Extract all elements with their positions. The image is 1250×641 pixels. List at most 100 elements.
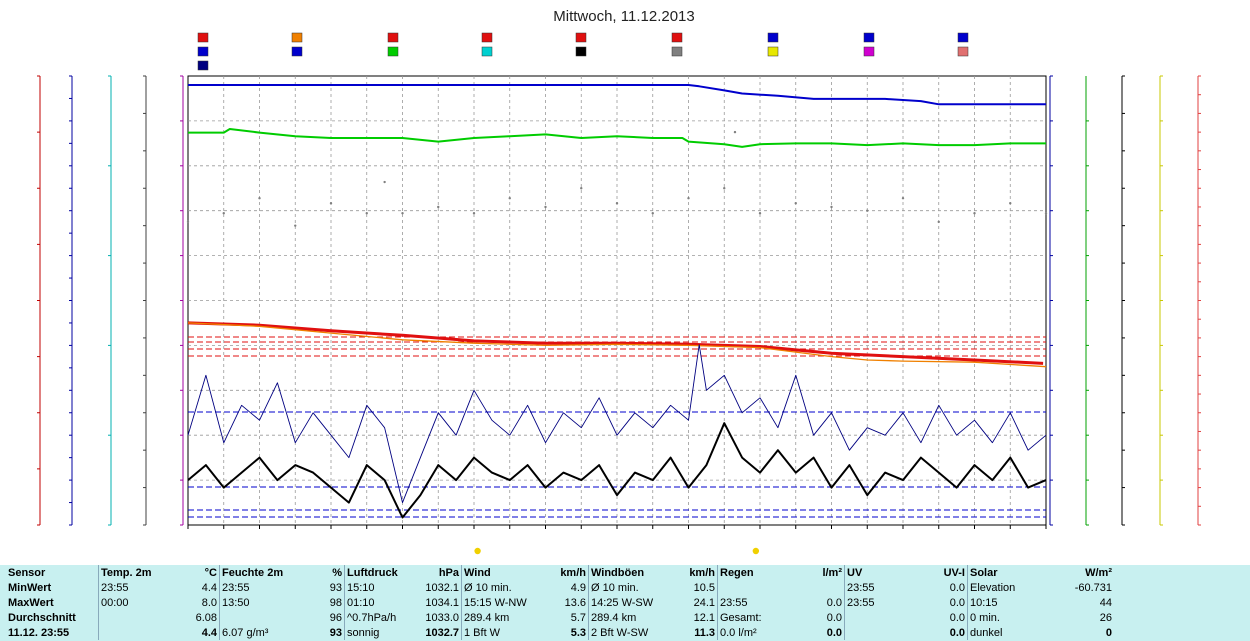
- stats-cell: [98, 610, 175, 625]
- chart-title: Mittwoch, 11.12.2013: [553, 8, 694, 25]
- stats-cell: 4.9: [570, 581, 586, 594]
- series-line-feuchte-2m-: [188, 84, 1046, 106]
- legend-swatch: [863, 32, 875, 43]
- stats-cell: 00:00: [98, 595, 175, 610]
- legend-swatch: [197, 60, 209, 71]
- sunset-icon: [752, 547, 760, 555]
- stats-cell: 98: [329, 596, 342, 609]
- stats-panel: Sensor Temp. 2m °C Feuchte 2m% Luftdruck hPa W…: [0, 565, 1250, 641]
- stats-cell: 1034.1: [425, 596, 459, 609]
- stats-cell: 01:10: [344, 595, 421, 610]
- stats-cell: 0.0: [949, 611, 965, 624]
- stats-row-label: MaxWert: [8, 596, 54, 609]
- stats-cell: 289.4 km: [588, 610, 681, 625]
- stats-cell: 289.4 km: [461, 610, 548, 625]
- direction-point: [383, 180, 386, 184]
- direction-point: [973, 211, 976, 215]
- direction-point: [365, 211, 368, 215]
- series-line-luftdruck: [188, 128, 1046, 148]
- stats-cell: [717, 580, 806, 595]
- direction-point: [651, 211, 654, 215]
- direction-point: [758, 211, 762, 215]
- stats-cell: 15:10: [344, 580, 421, 595]
- stats-cell: 11.3: [694, 626, 715, 639]
- stats-cell: 12.1: [693, 611, 715, 624]
- stats-cell: 0.0: [826, 611, 842, 624]
- stats-cell: 24.1: [693, 596, 715, 609]
- direction-point: [401, 211, 404, 215]
- stats-cell: 0.0: [949, 581, 965, 594]
- direction-point: [866, 209, 869, 212]
- stats-cell: 96: [329, 611, 342, 624]
- direction-point: [1009, 202, 1012, 205]
- stats-cell: 4.4: [201, 626, 217, 639]
- stats-cell: dunkel: [967, 625, 1058, 640]
- stats-header-cell: Wind: [461, 565, 548, 580]
- legend-swatch: [863, 46, 875, 57]
- direction-point: [830, 205, 833, 209]
- legend-swatch: [767, 46, 779, 57]
- stats-cell: 0.0: [949, 596, 965, 609]
- direction-point: [294, 224, 297, 227]
- stats-cell: 0 min.: [967, 610, 1058, 625]
- stats-cell: 0.0: [826, 626, 842, 639]
- stats-row-label: 11.12. 23:55: [8, 626, 70, 639]
- legend-swatch: [387, 46, 399, 57]
- stats-cell: 10.5: [693, 581, 715, 594]
- stats-cell: 5.3: [570, 626, 586, 639]
- stats-cell: Ø 10 min.: [588, 580, 681, 595]
- stats-cell: 1032.7: [425, 626, 459, 639]
- series-line-temp-2m: [187, 321, 1044, 365]
- legend-swatch: [671, 46, 683, 57]
- stats-cell: 15:15 W-NW: [461, 595, 548, 610]
- stats-cell: Gesamt:: [717, 610, 806, 625]
- stats-cell: [219, 610, 304, 625]
- stats-cell: 1 Bft W: [461, 625, 548, 640]
- legend-swatch: [957, 46, 969, 57]
- legend-swatch: [291, 32, 303, 43]
- stats-cell: 23:55: [844, 595, 927, 610]
- stats-cell: 23:55: [844, 580, 927, 595]
- stats-cell: 2 Bft W-SW: [588, 625, 681, 640]
- stats-row: MinWert 23:55 4.4 23:55 93 15:10 1032.1 Ø 10 mi…: [0, 580, 1114, 595]
- stats-cell: 10:15: [967, 595, 1058, 610]
- stats-header-cell: W/m²: [1085, 566, 1112, 579]
- direction-point: [258, 197, 261, 200]
- stats-header-cell: %: [332, 566, 342, 579]
- stats-header-cell: hPa: [438, 566, 459, 579]
- stats-header-cell: °C: [204, 566, 217, 579]
- stats-cell: 0.0: [949, 626, 965, 639]
- stats-cell: 1032.1: [425, 581, 459, 594]
- legend-swatch: [387, 32, 399, 43]
- stats-cell: 1033.0: [425, 611, 459, 624]
- stats-cell: 6.07 g/m³: [219, 625, 304, 640]
- stats-header-cell: Temp. 2m: [98, 565, 175, 580]
- stats-cell: 6.08: [195, 611, 217, 624]
- direction-point: [937, 220, 940, 224]
- sunrise-icon: [474, 547, 481, 555]
- legend-swatch: [575, 46, 587, 57]
- stats-row: 11.12. 23:55 4.4 6.07 g/m³ 93 sonnig 1032.7 1 …: [0, 625, 1114, 640]
- stats-cell: 23:55: [219, 580, 304, 595]
- stats-row-label: Durchschnitt: [8, 611, 76, 624]
- legend-swatch: [767, 32, 779, 43]
- stats-table: Sensor Temp. 2m °C Feuchte 2m% Luftdruck hPa W…: [0, 565, 1114, 640]
- direction-point: [1044, 211, 1048, 215]
- stats-header-cell: Regen: [717, 565, 806, 580]
- stats-header-cell: l/m²: [822, 566, 842, 579]
- stats-cell: 0.0 l/m²: [717, 625, 806, 640]
- stats-cell: 93: [329, 581, 342, 594]
- direction-point: [472, 211, 476, 215]
- stats-cell: [806, 580, 845, 595]
- stats-cell: [844, 610, 927, 625]
- stats-cell: 5.7: [570, 611, 586, 624]
- stats-row: Durchschnitt 6.08 96 ^0.7hPa/h 1033.0 289.4 k…: [0, 610, 1114, 625]
- stats-cell: 13.6: [564, 596, 586, 609]
- direction-point: [186, 220, 190, 224]
- chart-axes: [37, 75, 1201, 555]
- stats-cell: 23:55: [717, 595, 806, 610]
- stats-cell: [844, 625, 927, 640]
- stats-header-cell: Feuchte 2m: [219, 565, 304, 580]
- direction-point: [329, 202, 333, 205]
- stats-header-cell: km/h: [689, 566, 715, 579]
